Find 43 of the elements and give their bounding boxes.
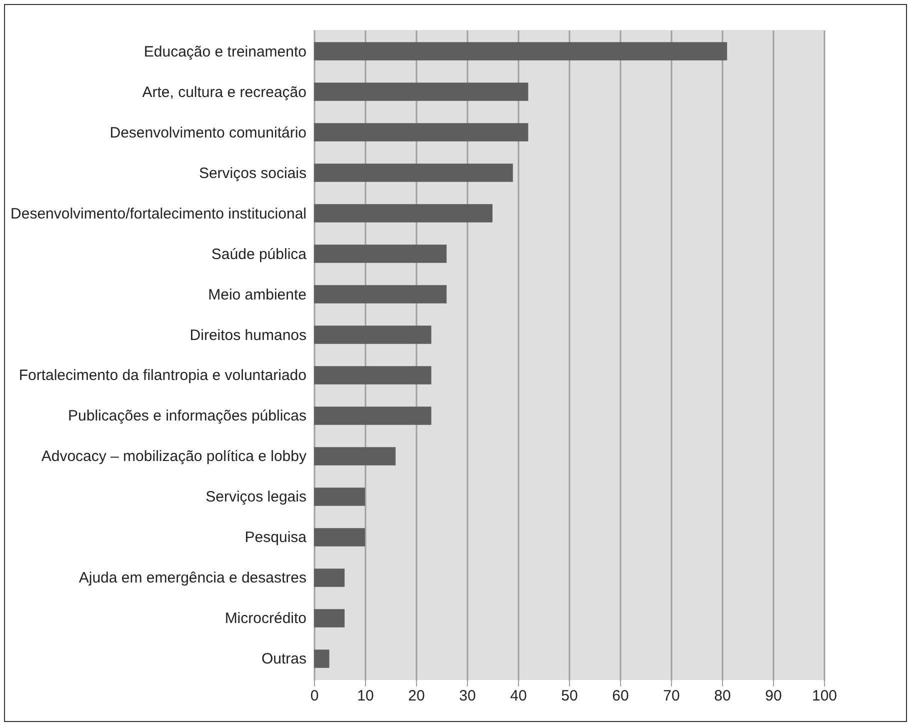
- x-tick-label: 100: [812, 688, 838, 704]
- bar: [314, 244, 447, 263]
- y-tick-label: Meio ambiente: [208, 286, 306, 304]
- y-tick-label: Serviços legais: [206, 488, 306, 506]
- y-tick-label: Microcrédito: [224, 610, 306, 628]
- y-tick-label: Direitos humanos: [190, 326, 306, 344]
- y-tick-label: Advocacy – mobilização política e lobby: [41, 448, 307, 466]
- y-tick-label: Outras: [261, 650, 306, 668]
- bar: [314, 447, 396, 466]
- y-tick-label: Pesquisa: [244, 529, 308, 546]
- y-tick-label: Saúde pública: [211, 246, 308, 263]
- y-tick-label: Educação e treinamento: [144, 43, 306, 60]
- y-tick-label: Ajuda em emergência e desastres: [78, 570, 306, 587]
- x-tick-label: 50: [561, 688, 578, 704]
- bar: [314, 326, 432, 344]
- x-tick-label: 80: [714, 688, 731, 704]
- bar: [314, 82, 528, 101]
- x-tick-label: 60: [612, 688, 629, 704]
- bar: [314, 406, 432, 425]
- y-tick-label: Arte, cultura e recreação: [142, 84, 306, 101]
- x-tick-label: 30: [459, 688, 476, 704]
- y-tick-label: Publicações e informações públicas: [68, 408, 306, 425]
- bar: [314, 528, 365, 546]
- y-tick-label: Serviços sociais: [198, 164, 306, 182]
- bar: [314, 488, 365, 506]
- bar: [314, 366, 432, 384]
- x-tick-label: 70: [663, 688, 680, 704]
- y-tick-label: Fortalecimento da filantropia e voluntariado: [18, 367, 306, 384]
- y-tick-label: Desenvolvimento/fortalecimento institucional: [10, 205, 306, 222]
- x-tick-label: 40: [510, 688, 527, 704]
- bar: [314, 204, 492, 222]
- x-tick-label: 90: [765, 688, 782, 704]
- bar: [314, 650, 330, 668]
- x-tick-label: 20: [408, 688, 425, 704]
- bar: [314, 285, 447, 304]
- bar: [314, 123, 528, 142]
- x-tick-label: 0: [310, 688, 319, 704]
- y-tick-label: Desenvolvimento comunitário: [110, 124, 306, 142]
- bar: [314, 42, 728, 60]
- x-tick-label: 10: [357, 688, 374, 704]
- bar: [314, 568, 345, 587]
- bar: [314, 609, 345, 628]
- bar: [314, 164, 513, 182]
